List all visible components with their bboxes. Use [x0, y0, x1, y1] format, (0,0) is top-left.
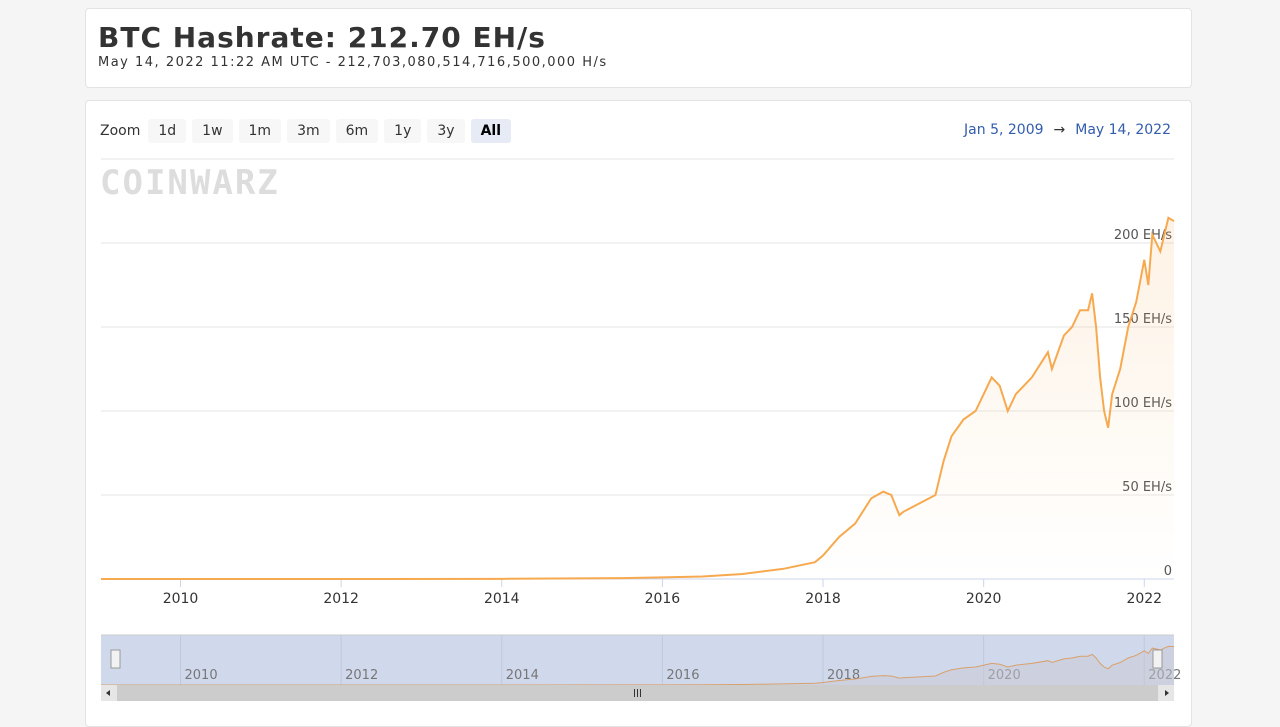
x-tick-label: 2012 — [323, 591, 359, 607]
zoom-6m-button[interactable]: 6m — [335, 119, 379, 143]
subtitle: May 14, 2022 11:22 AM UTC - 212,703,080,… — [98, 55, 608, 70]
navigator-line — [101, 645, 1175, 686]
date-range: Jan 5, 2009 → May 14, 2022 — [964, 122, 1171, 138]
right-handle[interactable] — [1152, 649, 1163, 669]
navigator-tick-label: 2010 — [185, 668, 218, 683]
navigator-tick-label: 2014 — [506, 668, 539, 683]
range-to[interactable]: May 14, 2022 — [1075, 122, 1171, 138]
arrow-icon: → — [1053, 122, 1066, 138]
coinwarz-watermark-logo: COINWARZ — [100, 163, 280, 203]
zoom-1m-button[interactable]: 1m — [238, 119, 282, 143]
x-tick-label: 2010 — [163, 591, 199, 607]
x-tick-label: 2020 — [966, 591, 1002, 607]
chart-card: Zoom 1d 1w 1m 3m 6m 1y 3y All Jan 5, 200… — [85, 100, 1192, 727]
zoom-all-button[interactable]: All — [470, 119, 511, 143]
zoom-label: Zoom — [100, 123, 141, 139]
scroll-right-arrow-icon[interactable] — [1165, 690, 1169, 696]
x-tick-label: 2022 — [1126, 591, 1162, 607]
zoom-1y-button[interactable]: 1y — [384, 119, 422, 143]
series-area — [101, 217, 1174, 580]
zoom-1w-button[interactable]: 1w — [192, 119, 233, 143]
hashrate-chart: 050 EH/s100 EH/s150 EH/s200 EH/s20102012… — [101, 158, 1181, 701]
x-tick-label: 2016 — [645, 591, 681, 607]
navigator-tick-label: 2012 — [345, 668, 378, 683]
x-tick-label: 2014 — [484, 591, 520, 607]
x-tick-label: 2018 — [805, 591, 841, 607]
page-title: BTC Hashrate: 212.70 EH/s — [98, 21, 546, 54]
left-handle[interactable] — [110, 649, 121, 669]
navigator-tick-label: 2016 — [666, 668, 699, 683]
series-line — [101, 216, 1175, 580]
range-from[interactable]: Jan 5, 2009 — [964, 122, 1044, 138]
zoom-3y-button[interactable]: 3y — [427, 119, 465, 143]
navigator-area — [101, 646, 1174, 685]
scroll-left-arrow-icon[interactable] — [106, 690, 110, 696]
y-tick-label: 200 EH/s — [1114, 228, 1172, 243]
zoom-1d-button[interactable]: 1d — [148, 119, 187, 143]
header-card: BTC Hashrate: 212.70 EH/s May 14, 2022 1… — [85, 8, 1192, 88]
zoom-selector: Zoom 1d 1w 1m 3m 6m 1y 3y All — [100, 119, 511, 143]
zoom-3m-button[interactable]: 3m — [287, 119, 330, 143]
